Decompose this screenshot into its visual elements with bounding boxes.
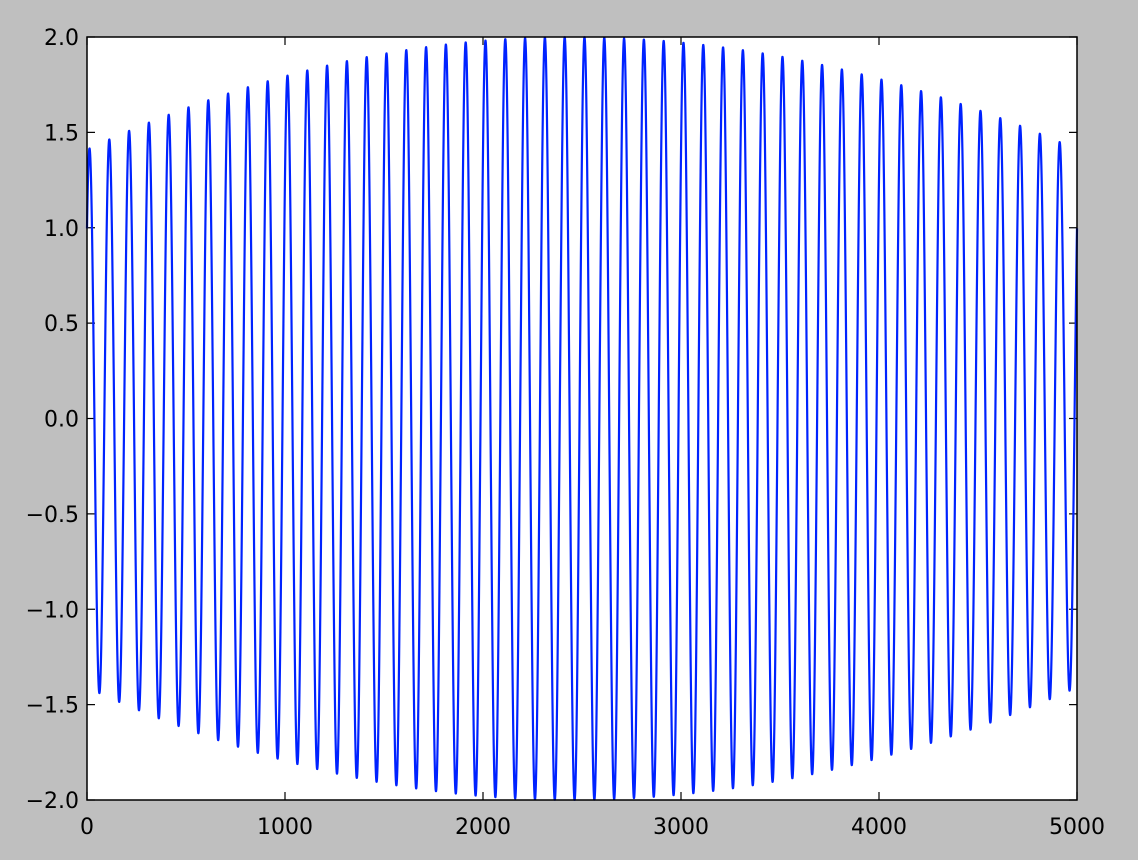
x-tick-label: 5000 xyxy=(1049,815,1105,840)
x-tick-label: 1000 xyxy=(257,815,313,840)
y-tick-labels: 2.0 1.5 1.0 0.5 0.0 −0.5 −1.0 −1.5 −2.0 xyxy=(26,26,79,814)
y-tick-label: 2.0 xyxy=(44,26,79,51)
y-tick-label: 0.0 xyxy=(44,408,79,433)
y-tick-label: 1.0 xyxy=(44,217,79,242)
y-tick-label: −2.0 xyxy=(26,789,79,814)
plot-frame xyxy=(86,36,1078,801)
x-tick-label: 0 xyxy=(80,815,94,840)
y-tick-label: −1.5 xyxy=(26,694,79,719)
series-line xyxy=(85,36,1079,801)
x-tick-labels: 0 1000 2000 3000 4000 5000 xyxy=(80,815,1105,840)
x-tick-label: 4000 xyxy=(851,815,907,840)
y-tick-label: −1.0 xyxy=(26,598,79,623)
y-tick-label: −0.5 xyxy=(26,503,79,528)
x-tick-label: 2000 xyxy=(455,815,511,840)
x-tick-label: 3000 xyxy=(653,815,709,840)
y-tick-label: 0.5 xyxy=(44,312,79,337)
y-tick-label: 1.5 xyxy=(44,121,79,146)
